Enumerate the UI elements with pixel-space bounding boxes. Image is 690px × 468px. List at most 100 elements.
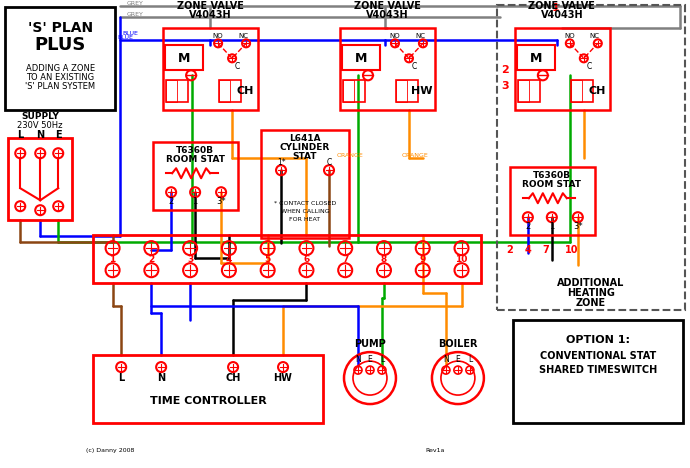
Text: NO: NO	[564, 33, 575, 39]
Text: NO: NO	[213, 33, 224, 39]
Text: * CONTACT CLOSED: * CONTACT CLOSED	[274, 201, 336, 206]
Text: CH: CH	[588, 86, 606, 96]
Bar	[510, 167, 595, 235]
Text: GREY: GREY	[127, 12, 144, 17]
Text: 'S' PLAN SYSTEM: 'S' PLAN SYSTEM	[25, 82, 95, 91]
Text: C: C	[411, 62, 417, 71]
Bar	[8, 138, 72, 220]
Bar	[343, 80, 354, 102]
Text: 2: 2	[501, 66, 509, 75]
Bar	[166, 80, 188, 102]
Bar	[517, 45, 555, 70]
Text: L: L	[380, 355, 384, 364]
Bar	[571, 80, 582, 102]
Text: NC: NC	[590, 33, 600, 39]
Text: T6360B: T6360B	[533, 171, 571, 180]
Text: 4: 4	[524, 245, 531, 255]
Bar	[261, 130, 349, 238]
Text: 8: 8	[381, 255, 387, 263]
Bar	[165, 45, 203, 70]
Bar	[518, 80, 540, 102]
Bar	[219, 80, 241, 102]
Text: L641A: L641A	[289, 134, 321, 143]
Text: 1: 1	[110, 255, 116, 263]
Text: L: L	[118, 373, 124, 383]
Text: NC: NC	[415, 33, 425, 39]
Text: ORANGE: ORANGE	[337, 153, 364, 158]
Text: V4043H: V4043H	[189, 10, 231, 21]
Text: ADDITIONAL: ADDITIONAL	[557, 278, 624, 288]
Text: V4043H: V4043H	[540, 10, 583, 21]
Text: (c) Danny 2008: (c) Danny 2008	[86, 447, 135, 453]
Text: L: L	[468, 355, 472, 364]
Text: TO AN EXISTING: TO AN EXISTING	[26, 73, 95, 82]
Text: M: M	[530, 52, 542, 65]
Text: ZONE VALVE: ZONE VALVE	[177, 1, 244, 11]
Text: HEATING: HEATING	[567, 288, 615, 298]
Bar	[342, 45, 380, 70]
Text: CONVENTIONAL STAT: CONVENTIONAL STAT	[540, 351, 656, 361]
Text: ZONE: ZONE	[575, 298, 606, 308]
Text: 3*: 3*	[216, 197, 226, 206]
Text: SHARED TIMESWITCH: SHARED TIMESWITCH	[539, 365, 657, 375]
Text: GREY: GREY	[127, 1, 144, 6]
Text: FOR HEAT: FOR HEAT	[290, 217, 321, 222]
Bar	[513, 320, 682, 423]
Text: TIME CONTROLLER: TIME CONTROLLER	[150, 396, 266, 406]
Text: N: N	[157, 373, 165, 383]
Text: BLUE: BLUE	[122, 31, 138, 36]
Text: 3: 3	[187, 255, 193, 263]
Bar	[153, 142, 238, 210]
Text: BOILER: BOILER	[438, 339, 477, 349]
Bar	[219, 80, 230, 102]
Text: E: E	[455, 355, 460, 364]
Text: 4: 4	[226, 255, 232, 263]
Text: 2: 2	[525, 222, 531, 231]
Text: 2: 2	[168, 197, 174, 206]
Text: ZONE VALVE: ZONE VALVE	[353, 1, 420, 11]
Text: M: M	[355, 52, 367, 65]
Text: ADDING A ZONE: ADDING A ZONE	[26, 64, 95, 73]
Text: M: M	[178, 52, 190, 65]
Bar	[497, 5, 684, 310]
Text: N: N	[443, 355, 448, 364]
Text: 7: 7	[342, 255, 348, 263]
Text: ROOM STAT: ROOM STAT	[166, 155, 225, 164]
Text: T6360B: T6360B	[176, 146, 214, 155]
Text: HW: HW	[411, 86, 433, 96]
Text: SUPPLY: SUPPLY	[21, 112, 59, 121]
Text: CYLINDER: CYLINDER	[280, 143, 330, 152]
Text: NC: NC	[238, 33, 248, 39]
Text: 9: 9	[420, 255, 426, 263]
Text: 10: 10	[455, 255, 468, 263]
Text: 3*: 3*	[573, 222, 582, 231]
Bar	[163, 29, 258, 110]
Bar	[6, 7, 115, 110]
Bar	[396, 80, 418, 102]
Text: CH: CH	[226, 373, 241, 383]
Text: E: E	[55, 130, 61, 140]
Text: C: C	[586, 62, 591, 71]
Text: OPTION 1:: OPTION 1:	[566, 335, 630, 345]
Text: 1*: 1*	[277, 158, 286, 167]
Text: L: L	[17, 130, 23, 140]
Text: 1: 1	[193, 197, 198, 206]
Bar	[518, 80, 529, 102]
Text: 2: 2	[506, 245, 513, 255]
Text: V4043H: V4043H	[366, 10, 408, 21]
Text: BLUE: BLUE	[117, 35, 133, 40]
Text: ORANGE: ORANGE	[402, 153, 428, 158]
Text: C: C	[235, 62, 239, 71]
Bar	[93, 235, 481, 283]
Bar	[396, 80, 407, 102]
Text: PUMP: PUMP	[354, 339, 386, 349]
Text: WHEN CALLING: WHEN CALLING	[281, 209, 329, 214]
Text: NO: NO	[390, 33, 400, 39]
Text: 5: 5	[264, 255, 270, 263]
Text: STAT: STAT	[293, 152, 317, 161]
Text: 3: 3	[501, 81, 509, 91]
Text: Rev1a: Rev1a	[425, 447, 444, 453]
Text: 'S' PLAN: 'S' PLAN	[28, 22, 92, 36]
Text: C: C	[326, 158, 332, 167]
Text: ROOM STAT: ROOM STAT	[522, 180, 582, 189]
